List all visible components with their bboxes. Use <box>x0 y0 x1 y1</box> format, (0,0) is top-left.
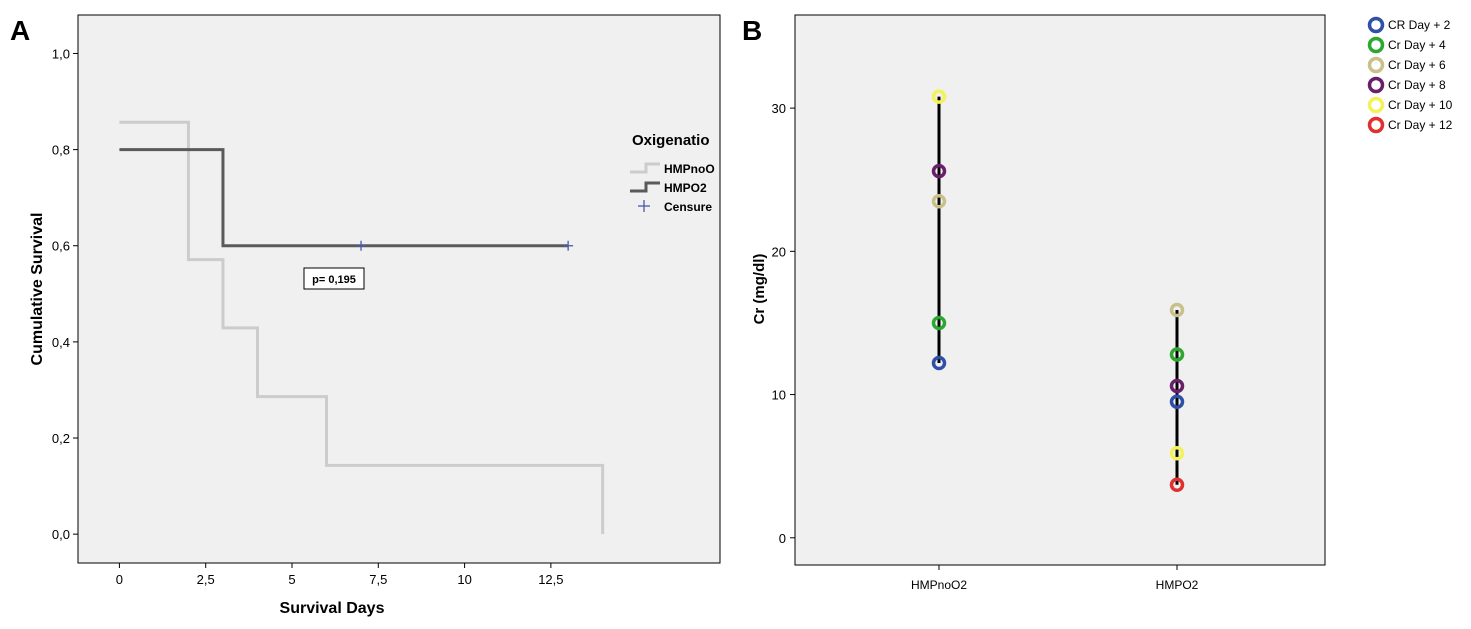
cr-point <box>1169 378 1185 394</box>
cr-point <box>931 89 947 104</box>
km-legend-entry: Censure <box>664 200 712 214</box>
km-plot-area <box>77 14 721 564</box>
km-curve-hmpnoo <box>119 120 605 535</box>
cr-point <box>931 193 947 209</box>
cr-legend-marker <box>1367 56 1385 74</box>
cr-y-tick-label: 10 <box>772 388 786 403</box>
cr-data-points <box>931 89 1185 493</box>
km-x-tick-label: 7,5 <box>369 572 387 587</box>
km-x-tick-label: 5 <box>288 572 295 587</box>
km-survival-curves <box>119 120 605 535</box>
cr-point <box>1169 347 1185 362</box>
km-curve-hmpo2 <box>119 148 569 248</box>
km-legend-swatch <box>630 181 660 193</box>
km-censor-marks <box>356 240 574 251</box>
km-y-tick-label: 0,0 <box>52 527 70 542</box>
km-censor-mark <box>356 240 367 251</box>
km-x-tick-label: 2,5 <box>197 572 215 587</box>
cr-y-axis-label: Cr (mg/dl) <box>751 254 768 325</box>
km-legend-title: Oxigenatio <box>632 132 710 149</box>
cr-point <box>1169 302 1185 318</box>
panel-a-label: A <box>10 15 30 46</box>
km-x-tick-label: 12,5 <box>538 572 563 587</box>
km-y-tick-label: 0,2 <box>52 431 70 446</box>
cr-legend-marker <box>1367 16 1385 34</box>
cr-legend: CR Day + 2 Cr Day + 4 Cr Day + 6 Cr Day + 8… <box>1367 16 1453 134</box>
cr-y-tick-label: 30 <box>772 101 786 116</box>
km-x-tick-label: 0 <box>116 572 123 587</box>
cr-point <box>1169 477 1185 493</box>
km-x-axis-label: Survival Days <box>280 600 385 617</box>
cr-point <box>931 355 947 371</box>
km-legend-entry: HMPnoO <box>664 162 715 176</box>
km-survival-chart: 0 2,5 5 7,5 10 12,5 0,0 0,2 0,4 0,6 0,8 1,0 p= 0,19… <box>29 14 721 617</box>
cr-legend-marker <box>1367 96 1385 114</box>
cr-scatter-chart: 0 10 20 30 HMPnoO2 HMPO2 Cr (mg/dl) CR Day + … <box>751 14 1453 592</box>
cr-legend-entry: Cr Day + 10 <box>1388 98 1453 112</box>
km-y-tick-label: 0,6 <box>52 239 70 254</box>
cr-legend-entry: Cr Day + 4 <box>1388 38 1446 52</box>
cr-point <box>1169 394 1185 409</box>
p-value-text: p= 0,195 <box>312 274 356 286</box>
cr-legend-entry: CR Day + 2 <box>1388 18 1451 32</box>
cr-y-tick-label: 0 <box>779 531 786 546</box>
km-y-tick-label: 0,8 <box>52 143 70 158</box>
p-value-box: p= 0,195 <box>303 267 365 290</box>
cr-legend-marker <box>1367 36 1385 54</box>
km-x-tick-label: 10 <box>457 572 471 587</box>
cr-point <box>1169 446 1185 461</box>
km-y-axis-label: Cumulative Survival <box>29 213 46 366</box>
km-axis-ticks: 0 2,5 5 7,5 10 12,5 0,0 0,2 0,4 0,6 0,8 1,0 <box>52 46 564 587</box>
cr-legend-marker <box>1367 116 1385 134</box>
km-y-tick-label: 0,4 <box>52 335 70 350</box>
cr-point <box>931 315 947 331</box>
cr-y-tick-label: 20 <box>772 244 786 259</box>
cr-legend-entry: Cr Day + 12 <box>1388 118 1453 132</box>
cr-x-tick-label: HMPO2 <box>1156 578 1199 592</box>
km-legend: Oxigenatio HMPnoO HMPO2 Censure <box>630 132 715 214</box>
km-legend-entry: HMPO2 <box>664 181 707 195</box>
cr-legend-entry: Cr Day + 6 <box>1388 58 1446 72</box>
cr-point <box>931 163 947 179</box>
cr-axis-ticks: 0 10 20 30 HMPnoO2 HMPO2 <box>772 101 1199 592</box>
cr-legend-marker <box>1367 76 1385 94</box>
cr-plot-area <box>794 14 1326 566</box>
km-censor-mark <box>563 240 574 251</box>
km-legend-swatch <box>630 162 660 174</box>
cr-legend-entry: Cr Day + 8 <box>1388 78 1446 92</box>
panel-b-label: B <box>742 15 762 46</box>
cr-x-tick-label: HMPnoO2 <box>911 578 967 592</box>
km-y-tick-label: 1,0 <box>52 46 70 61</box>
